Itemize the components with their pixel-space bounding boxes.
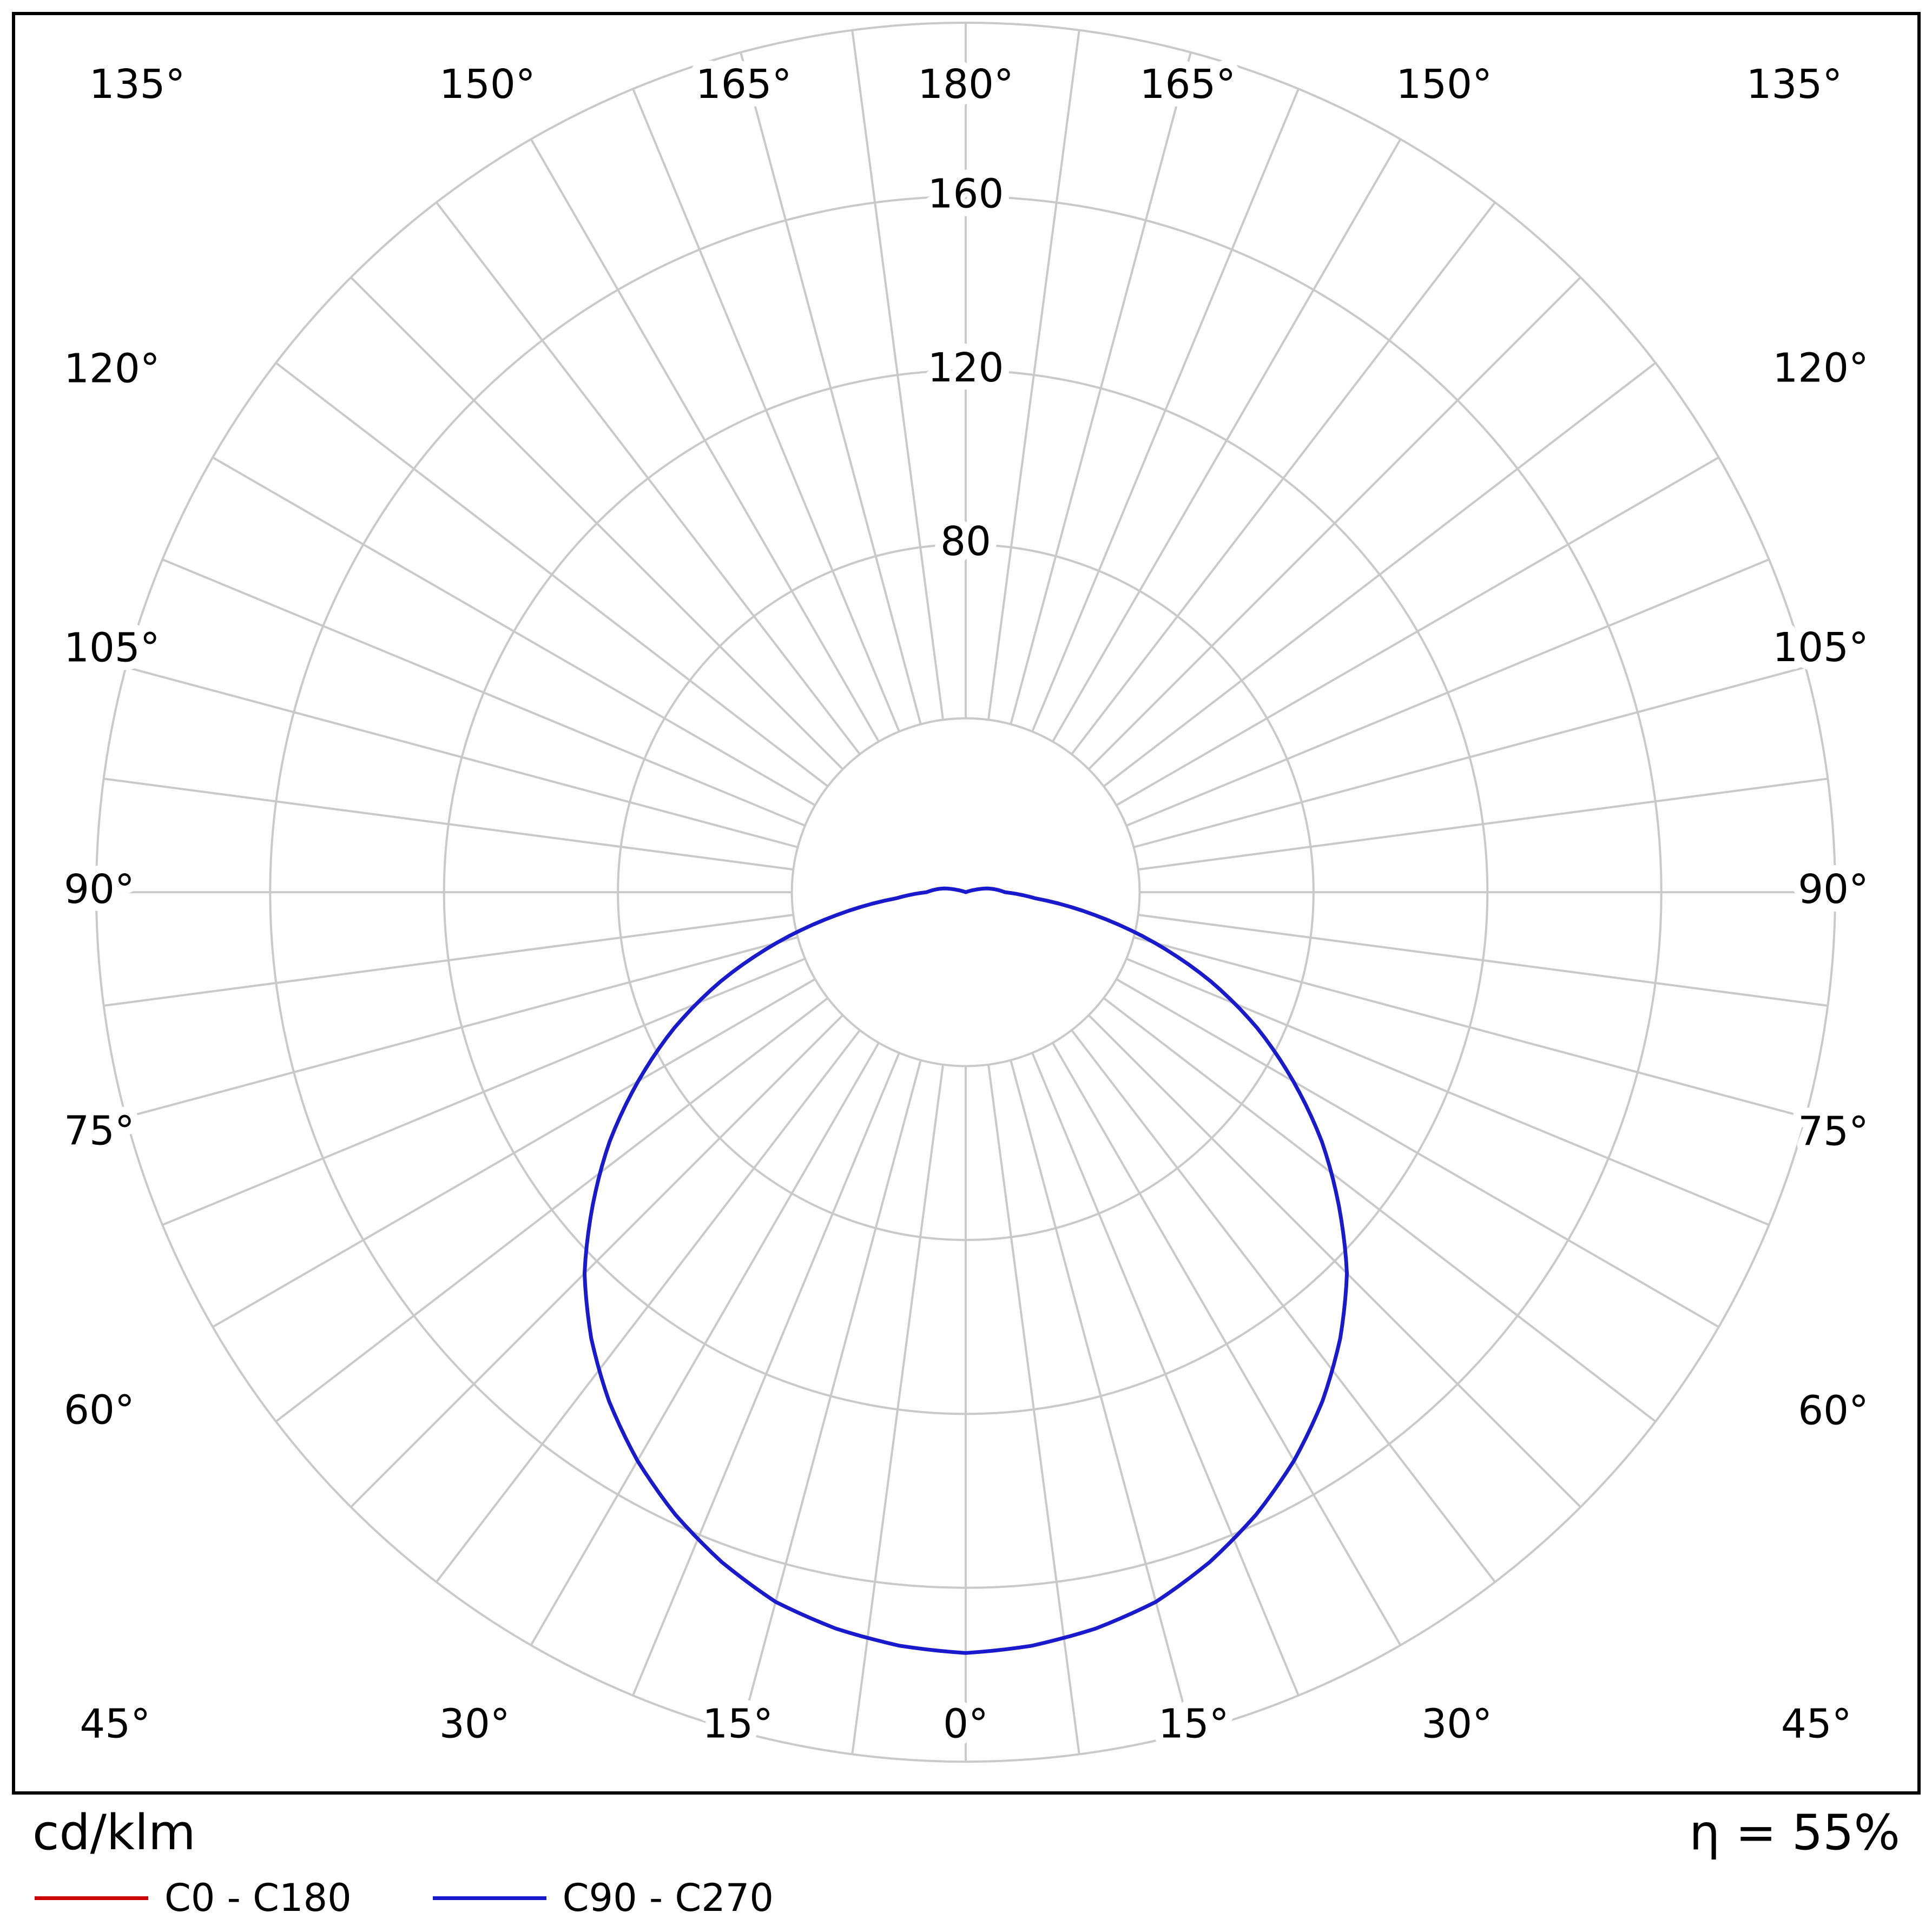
angle-label: 30° [439, 1701, 510, 1747]
grid-spoke [987, 30, 1080, 720]
angle-label: 60° [1798, 1388, 1869, 1434]
grid-spoke [530, 139, 880, 742]
angle-label: 75° [64, 1109, 135, 1155]
legend-label-c0-c180: C0 - C180 [164, 1876, 352, 1920]
grid-spoke [530, 1042, 880, 1646]
angle-label: 150° [439, 62, 536, 108]
grid-spoke [1071, 1029, 1496, 1583]
grid-spoke [1031, 88, 1300, 732]
grid-spoke [126, 666, 799, 848]
polar-chart: 0° 15° 15° 30° 30° 45° 45° 60° 60° 75° 75° 90° 90° 10… [56, 21, 1877, 1763]
angle-label: 105° [64, 625, 160, 671]
grid-spoke [1031, 1052, 1300, 1696]
angle-label: 165° [696, 62, 792, 108]
grid-spoke [103, 914, 794, 1007]
angle-label: 30° [1421, 1701, 1492, 1747]
curve-C90-C270 [582, 886, 1349, 1655]
grid-spoke [1138, 777, 1828, 871]
grid-spoke [1116, 456, 1719, 807]
footer: cd/klm η = 55% C0 - C180 C90 - C270 [12, 1806, 1921, 1920]
angle-label: 105° [1772, 625, 1869, 671]
grid-spoke [126, 936, 799, 1118]
angle-label: 45° [1781, 1701, 1852, 1747]
angle-label: 150° [1396, 62, 1492, 108]
angle-label: 135° [1746, 62, 1843, 108]
ring-value-label: 120 [928, 345, 1004, 391]
grid-spoke [212, 978, 816, 1328]
legend: C0 - C180 C90 - C270 [12, 1876, 1921, 1920]
grid-spoke [632, 1052, 900, 1696]
grid-spoke [1010, 52, 1192, 725]
grid-spoke [1133, 936, 1806, 1118]
grid-spoke [1051, 139, 1402, 742]
angle-label: 45° [80, 1701, 150, 1747]
grid-spoke [103, 777, 794, 871]
polar-chart-frame: 0° 15° 15° 30° 30° 45° 45° 60° 60° 75° 75° 90° 90° 10… [12, 12, 1921, 1795]
legend-item-c90-c270: C90 - C270 [432, 1876, 774, 1920]
angle-label: 165° [1140, 62, 1236, 108]
grid-spoke [275, 362, 829, 787]
grid-spoke [1126, 558, 1770, 827]
angle-label: 90° [1798, 867, 1869, 913]
grid-spoke [740, 1060, 922, 1732]
grid-spoke [1138, 914, 1828, 1007]
grid-spoke [350, 1014, 844, 1508]
grid-spoke [1087, 276, 1581, 770]
angle-label: 135° [89, 62, 186, 108]
grid-spoke [162, 958, 806, 1226]
angle-label: 15° [702, 1701, 773, 1747]
legend-line-c90-c270-icon [432, 1896, 546, 1900]
grid-spoke [632, 88, 900, 732]
efficiency-label: η = 55% [1689, 1804, 1900, 1861]
grid-spoke [350, 276, 844, 770]
grid-spoke [851, 30, 945, 720]
grid-spoke [740, 52, 922, 725]
footer-top: cd/klm η = 55% [12, 1806, 1921, 1860]
grid-spoke [436, 1029, 861, 1583]
grid-spoke [162, 558, 806, 827]
angle-label: 15° [1158, 1701, 1229, 1747]
grid-spoke [275, 997, 829, 1423]
grid-spoke [212, 456, 816, 807]
angle-label: 0° [943, 1701, 988, 1747]
angle-label: 90° [64, 867, 135, 913]
legend-line-c0-c180-icon [35, 1896, 148, 1900]
grid-spoke [1051, 1042, 1402, 1646]
angle-label: 120° [64, 346, 160, 392]
grid-spoke [1133, 666, 1806, 848]
ring-value-label: 80 [940, 519, 991, 565]
angle-label: 120° [1772, 346, 1869, 392]
unit-label: cd/klm [32, 1804, 196, 1861]
grid-spoke [1103, 997, 1657, 1423]
angle-label: 75° [1798, 1109, 1869, 1155]
grid-spoke [1010, 1060, 1192, 1732]
legend-label-c90-c270: C90 - C270 [562, 1876, 774, 1920]
legend-item-c0-c180: C0 - C180 [35, 1876, 352, 1920]
angle-label: 60° [64, 1387, 135, 1433]
angle-label: 180° [918, 62, 1014, 108]
grid-spoke [1071, 201, 1496, 755]
grid-spoke [1126, 958, 1770, 1226]
grid-spoke [436, 201, 861, 755]
grid-spoke [1103, 362, 1657, 787]
grid-spoke [1116, 978, 1719, 1328]
grid-spoke [1087, 1014, 1581, 1508]
ring-value-label: 160 [928, 171, 1004, 217]
